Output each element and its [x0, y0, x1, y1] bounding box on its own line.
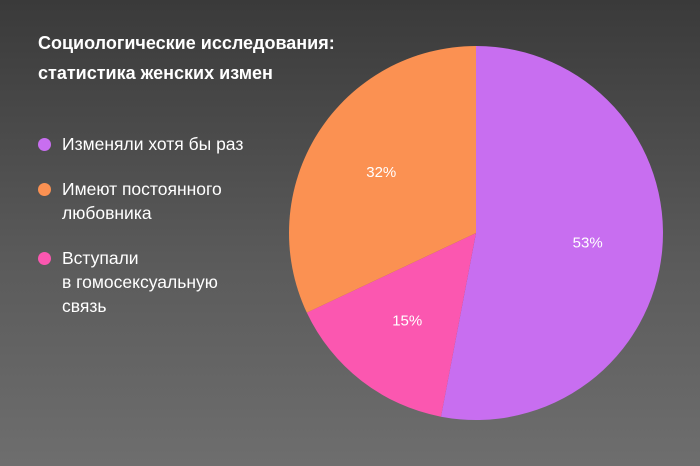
pie-slice-permanent-lover-value-label: 32% [366, 164, 396, 181]
legend-label-line: Вступали [62, 248, 139, 268]
pie-slice-homosexual [306, 233, 476, 417]
legend-label: Изменяли хотя бы раз [62, 132, 292, 156]
legend-marker-permanent-lover [38, 183, 51, 196]
legend-label-line: в гомосексуальную [62, 272, 218, 292]
legend-label-line: Имеют постоянного [62, 179, 222, 199]
legend-label-line: Изменяли хотя бы раз [62, 134, 244, 154]
pie-slice-cheated-once [440, 46, 663, 420]
legend-label: Вступали в гомосексуальную связь [62, 246, 292, 318]
legend-label-line: связь [62, 296, 107, 316]
pie-slice-homosexual-value-label: 15% [392, 313, 422, 330]
chart-title-line-1: Социологические исследования: [38, 33, 335, 53]
legend-marker-homosexual [38, 252, 51, 265]
pie-slice-permanent-lover [289, 46, 476, 313]
legend-marker-cheated-once [38, 138, 51, 151]
legend-label: Имеют постоянного любовника [62, 177, 292, 225]
chart-title: Социологические исследования: статистика… [38, 28, 378, 88]
legend-label-line: любовника [62, 203, 152, 223]
chart-title-line-2: статистика женских измен [38, 63, 273, 83]
pie-slice-cheated-once-value-label: 53% [573, 235, 603, 252]
